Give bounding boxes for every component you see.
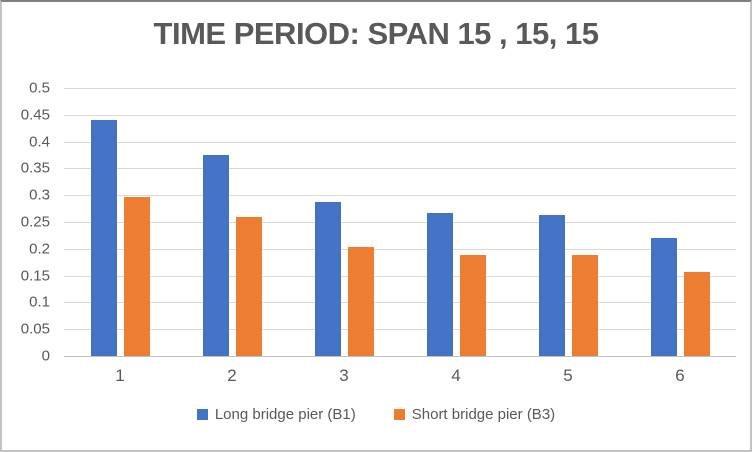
legend-label: Long bridge pier (B1)	[214, 406, 356, 423]
gridline	[64, 275, 736, 277]
bar-group-1	[64, 88, 176, 356]
y-axis-tick-label: 0	[41, 347, 50, 365]
legend-item-series1: Long bridge pier (B1)	[196, 406, 356, 423]
gridline	[64, 329, 736, 331]
y-axis-tick-label: 0.2	[29, 240, 50, 258]
x-axis-line	[64, 356, 736, 357]
bar-group-2	[176, 88, 288, 356]
gridline	[64, 302, 736, 304]
y-axis: 0.5 0.45 0.4 0.35 0.3 0.25 0.2 0.15 0.1 0.05 0	[2, 81, 50, 364]
bar-series1-cat5	[538, 214, 565, 356]
bar-series1-cat1	[90, 120, 117, 356]
x-axis-tick-label: 2	[227, 366, 237, 385]
bar-series1-cat6	[650, 238, 677, 356]
legend-label: Short bridge pier (B3)	[411, 406, 556, 423]
bar-series2-cat1	[123, 197, 150, 356]
y-axis-tick-label: 0.5	[29, 79, 50, 97]
legend-swatch-icon	[393, 409, 405, 420]
x-axis-tick-label: 1	[115, 366, 125, 385]
y-axis-tick-label: 0.1	[29, 293, 50, 311]
y-axis-tick-label: 0.35	[20, 159, 50, 177]
y-axis-tick-label: 0.3	[29, 186, 50, 204]
y-axis-tick-label: 0.25	[20, 213, 50, 231]
x-axis-tick-label: 3	[339, 366, 349, 385]
bar-series2-cat5	[571, 254, 598, 356]
x-axis-tick-label: 6	[675, 366, 685, 385]
y-axis-tick-label: 0.15	[20, 267, 50, 285]
gridline	[64, 168, 736, 170]
bars-layer	[64, 88, 736, 356]
legend-item-series2: Short bridge pier (B3)	[393, 406, 556, 423]
gridline	[64, 114, 736, 116]
bar-series2-cat2	[235, 216, 262, 356]
bar-series2-cat6	[683, 272, 710, 356]
bar-series1-cat2	[202, 155, 229, 356]
chart-title: TIME PERIOD: SPAN 15 , 15, 15	[153, 16, 599, 51]
gridline	[64, 88, 736, 89]
plot-area	[64, 88, 736, 357]
bar-series1-cat3	[314, 202, 341, 356]
x-axis-tick-label: 4	[451, 366, 461, 385]
bar-series2-cat4	[459, 255, 486, 356]
bar-group-5	[512, 88, 624, 356]
y-axis-tick-label: 0.4	[29, 133, 50, 151]
bar-group-6	[624, 88, 736, 356]
x-axis: 1 2 3 4 5 6	[64, 366, 736, 386]
legend: Long bridge pier (B1) Short bridge pier (…	[2, 406, 750, 423]
gridline	[64, 141, 736, 143]
bar-series1-cat4	[426, 213, 453, 356]
x-axis-tick-label: 5	[563, 366, 573, 385]
gridline	[64, 195, 736, 197]
gridline	[64, 248, 736, 250]
y-axis-tick-label: 0.45	[20, 106, 50, 124]
bar-group-3	[288, 88, 400, 356]
bar-group-4	[400, 88, 512, 356]
gridline	[64, 222, 736, 223]
bar-series2-cat3	[347, 247, 374, 356]
y-axis-tick-label: 0.05	[20, 320, 50, 338]
legend-swatch-icon	[196, 409, 208, 420]
